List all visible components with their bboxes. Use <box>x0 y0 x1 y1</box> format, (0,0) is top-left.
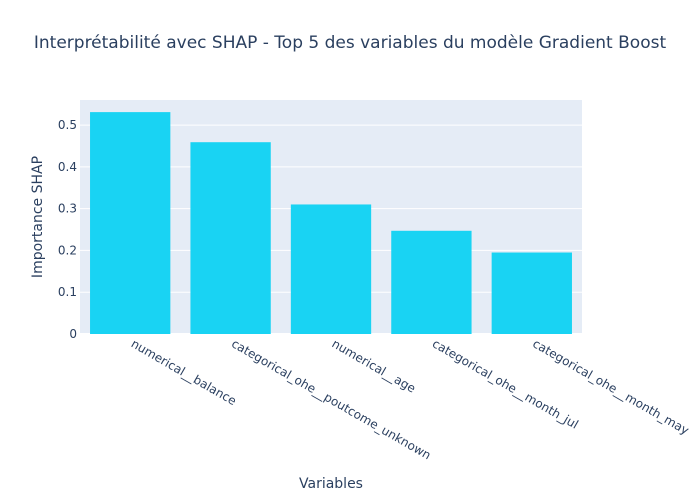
y-tick-label: 0.3 <box>58 202 77 216</box>
bar[interactable] <box>90 112 171 334</box>
y-tick-label: 0 <box>69 327 77 341</box>
bar[interactable] <box>391 230 472 334</box>
x-axis-label: Variables <box>299 476 363 492</box>
chart-title: Interprétabilité avec SHAP - Top 5 des v… <box>33 33 667 53</box>
bars <box>90 112 572 334</box>
y-tick-label: 0.5 <box>58 118 77 132</box>
y-tick-labels: 0 0.1 0.2 0.3 0.4 0.5 <box>58 118 77 341</box>
x-tick-labels: numerical__balancecategorical_ohe__poutc… <box>129 336 692 462</box>
x-tick-label: categorical_ohe__poutcome_unknown <box>229 336 433 462</box>
x-tick-label: categorical_ohe__month_may <box>530 336 691 437</box>
y-tick-label: 0.2 <box>58 243 77 257</box>
bar[interactable] <box>290 204 372 334</box>
x-tick-label: numerical__balance <box>129 336 239 408</box>
y-tick-label: 0.4 <box>58 160 77 174</box>
bar[interactable] <box>190 142 271 334</box>
y-tick-label: 0.1 <box>58 285 77 299</box>
y-axis-label: Importance SHAP <box>30 156 46 278</box>
bar[interactable] <box>491 252 572 334</box>
x-tick-label: numerical__age <box>330 336 419 395</box>
